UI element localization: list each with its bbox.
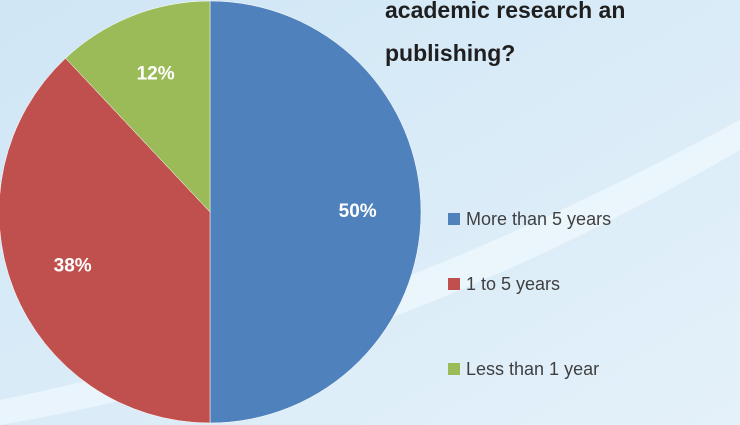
swoosh [0, 120, 740, 425]
data-label: 12% [137, 64, 175, 85]
title-line: publishing? [385, 40, 515, 66]
pie-slice [0, 57, 211, 424]
pie-slice [209, 0, 422, 424]
legend-swatch [448, 278, 460, 290]
legend-swatch [448, 363, 460, 375]
legend-swatch [448, 213, 460, 225]
title: academic research an publishing? [385, 0, 625, 66]
legend-label: Less than 1 year [466, 359, 599, 379]
title-line: academic research an [385, 0, 625, 23]
legend-label: 1 to 5 years [466, 274, 560, 294]
legend-label: More than 5 years [466, 209, 611, 229]
data-label: 38% [54, 255, 92, 276]
data-label: 50% [339, 201, 377, 222]
pie-slice [65, 0, 211, 213]
